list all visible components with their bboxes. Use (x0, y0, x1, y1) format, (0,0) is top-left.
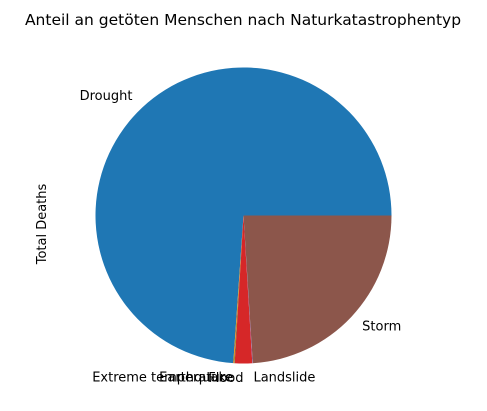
slice-label-earthquake: Earthquake (159, 370, 233, 385)
slice-label-landslide: Landslide (253, 370, 315, 385)
slice-label-flood: Flood (208, 371, 243, 386)
pie-slice-storm (243, 215, 392, 364)
slice-labels: Drought Extreme temperatureEarthquakeFloo… (80, 89, 402, 386)
slice-label-extreme-temperature: Extreme temperature (92, 370, 233, 385)
pie-slices (95, 67, 392, 364)
y-axis-label: Total Deaths (35, 183, 50, 265)
slice-label-storm: Storm (362, 319, 401, 334)
slice-label-drought: Drought (80, 89, 133, 104)
pie-slice-landslide (243, 215, 253, 364)
pie-slice-flood (234, 215, 253, 364)
chart-title: Anteil an getöten Menschen nach Naturkat… (25, 11, 461, 29)
pie-slice-drought (95, 67, 392, 364)
pie-slice-extreme-temperature (233, 215, 244, 364)
pie-slice-earthquake (234, 215, 244, 364)
